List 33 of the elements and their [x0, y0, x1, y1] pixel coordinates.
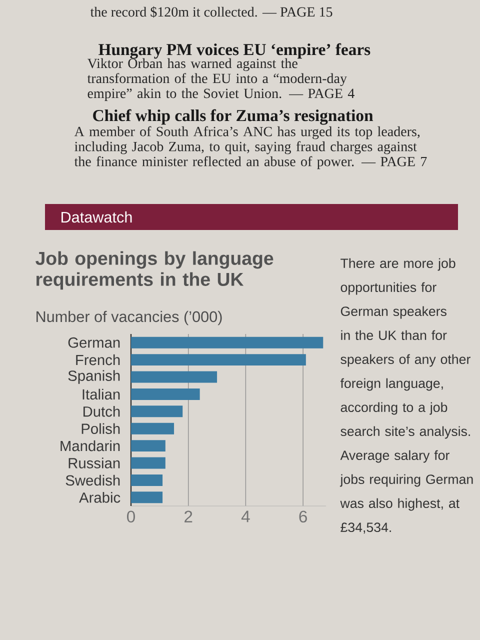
x-tick-label: 2 — [184, 510, 192, 522]
bar — [131, 422, 174, 434]
x-tick-label: 6 — [299, 510, 307, 523]
text: Viktor Orban has warned against the transformation of the EU into a “modern-day empire” akin to the Soviet Union. — PAGE 4 — [87, 58, 354, 101]
y-tick-label: Dutch — [83, 406, 120, 417]
chart-title: Job openings by language requirements in the UK — [36, 251, 274, 290]
y-tick-label: Russian — [68, 458, 120, 468]
chart-subtitle: Number of vacancies (’000) — [36, 310, 222, 326]
bar — [131, 406, 183, 418]
y-tick-label: French — [76, 354, 120, 366]
y-tick-label: Swedish — [66, 474, 120, 486]
y-tick-label: Arabic — [79, 492, 120, 503]
y-tick-label: German — [68, 337, 120, 348]
text: Hungary PM voices EU ‘empire’ fears — [98, 43, 370, 59]
text: Chief whip calls for Zuma’s resignation — [93, 109, 374, 125]
bar — [131, 371, 218, 383]
bar — [131, 336, 324, 348]
text: There are more job opportunities for German speakers in the UK than for speakers of any other foreign language, according to a job search site’s analysis. Average salary for jobs requiring German was also highest, at £34,534. — [340, 258, 473, 534]
text: A member of South Africa’s ANC has urged its top leaders, including Jacob Zuma, to quit, saying fraud charges against the finance minister reflected an abuse of power. — PAGE 7 — [74, 126, 427, 170]
x-tick-label: 0 — [127, 510, 135, 523]
bar — [131, 440, 166, 452]
text: Datawatch — [62, 211, 132, 223]
y-tick-label: Spanish — [68, 370, 120, 384]
y-tick-label: Italian — [82, 388, 120, 400]
y-tick-label: Polish — [82, 423, 120, 434]
y-tick-label: Mandarin — [60, 440, 120, 452]
bar — [131, 492, 163, 504]
bar — [131, 474, 163, 486]
bar — [131, 388, 200, 400]
x-tick-label: 4 — [241, 510, 250, 522]
bar — [131, 354, 306, 366]
bar — [131, 457, 166, 469]
text: the record $120m it collected. — PAGE 15 — [90, 6, 332, 18]
